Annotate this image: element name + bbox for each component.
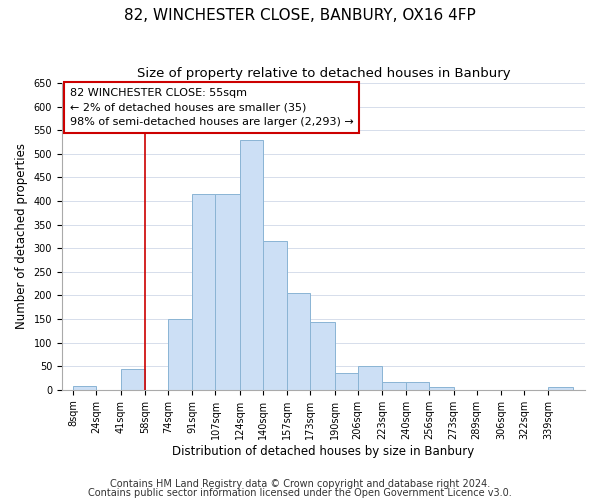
Title: Size of property relative to detached houses in Banbury: Size of property relative to detached ho… [137,68,510,80]
X-axis label: Distribution of detached houses by size in Banbury: Distribution of detached houses by size … [172,444,475,458]
Bar [287,293,310,390]
Bar [73,386,97,390]
Text: Contains public sector information licensed under the Open Government Licence v3: Contains public sector information licen… [88,488,512,498]
Bar [263,241,287,390]
Bar [406,382,429,390]
Text: 82 WINCHESTER CLOSE: 55sqm
← 2% of detached houses are smaller (35)
98% of semi-: 82 WINCHESTER CLOSE: 55sqm ← 2% of detac… [70,88,353,128]
Text: 82, WINCHESTER CLOSE, BANBURY, OX16 4FP: 82, WINCHESTER CLOSE, BANBURY, OX16 4FP [124,8,476,22]
Bar [310,322,335,390]
Bar [121,368,145,390]
Bar [358,366,382,390]
Bar [429,388,454,390]
Bar [168,319,193,390]
Bar [548,388,573,390]
Bar [240,140,263,390]
Y-axis label: Number of detached properties: Number of detached properties [15,144,28,330]
Bar [335,374,358,390]
Text: Contains HM Land Registry data © Crown copyright and database right 2024.: Contains HM Land Registry data © Crown c… [110,479,490,489]
Bar [193,194,215,390]
Bar [382,382,406,390]
Bar [215,194,240,390]
